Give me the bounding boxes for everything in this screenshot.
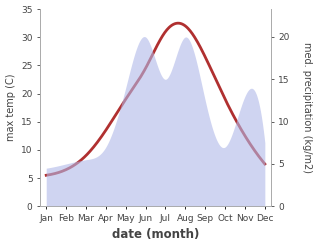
Y-axis label: max temp (C): max temp (C) [5,74,16,141]
X-axis label: date (month): date (month) [112,228,199,242]
Y-axis label: med. precipitation (kg/m2): med. precipitation (kg/m2) [302,42,313,173]
